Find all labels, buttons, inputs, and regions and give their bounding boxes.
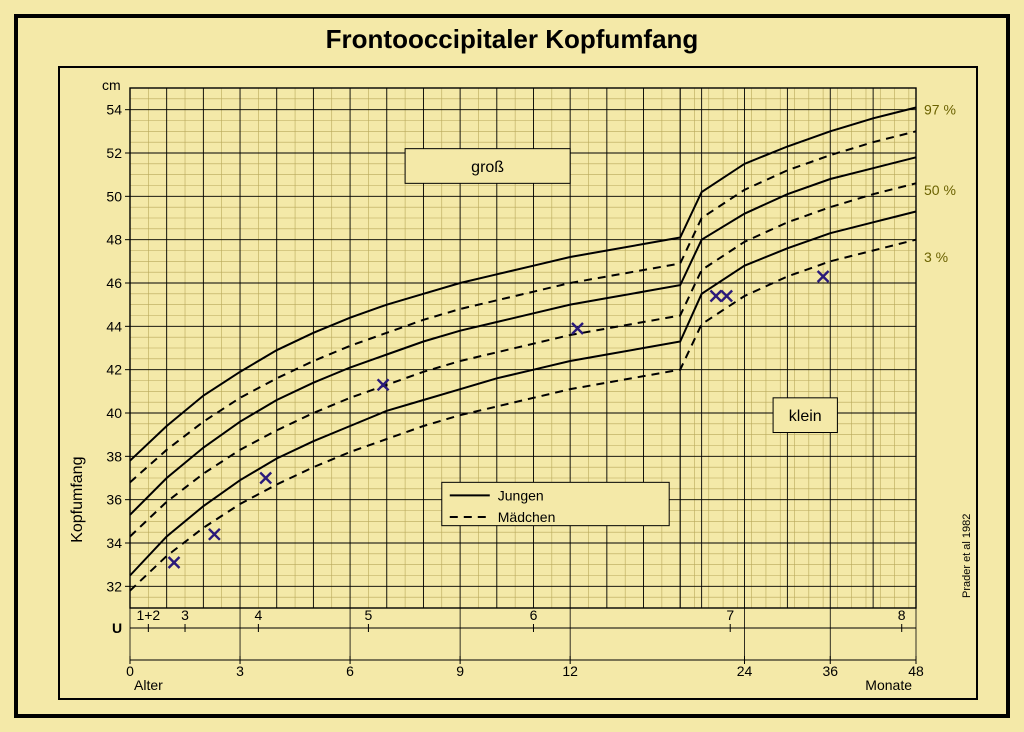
chart-title: Frontooccipitaler Kopfumfang <box>18 24 1006 55</box>
monate-tick-label: 0 <box>126 663 134 679</box>
growth-chart: 323436384042444648505254cmKopfumfangU1+2… <box>60 68 976 698</box>
y-tick-label: 42 <box>106 362 122 378</box>
x-unit-label: Alter <box>134 677 163 693</box>
klein-label: klein <box>789 408 822 425</box>
percentile-label: 3 % <box>924 249 948 265</box>
u-tick-label: 4 <box>254 607 262 623</box>
legend-item-label: Jungen <box>498 487 544 503</box>
u-tick-label: 8 <box>898 607 906 623</box>
y-tick-label: 46 <box>106 275 122 291</box>
legend-item-label: Mädchen <box>498 509 556 525</box>
y-tick-label: 54 <box>106 102 122 118</box>
y-tick-label: 36 <box>106 492 122 508</box>
monate-tick-label: 12 <box>562 663 578 679</box>
y-axis-title: Kopfumfang <box>69 457 86 543</box>
monate-label: Monate <box>865 677 912 693</box>
y-tick-label: 32 <box>106 578 122 594</box>
y-unit-label: cm <box>102 77 121 93</box>
y-tick-label: 40 <box>106 405 122 421</box>
y-tick-label: 34 <box>106 535 122 551</box>
gross-label: groß <box>471 159 504 176</box>
u-tick-label: 7 <box>726 607 734 623</box>
percentile-label: 50 % <box>924 182 956 198</box>
monate-tick-label: 3 <box>236 663 244 679</box>
y-tick-label: 52 <box>106 145 122 161</box>
y-tick-label: 38 <box>106 448 122 464</box>
monate-tick-label: 36 <box>822 663 838 679</box>
y-tick-label: 48 <box>106 232 122 248</box>
y-tick-label: 44 <box>106 318 122 334</box>
percentile-label: 97 % <box>924 102 956 118</box>
monate-tick-label: 6 <box>346 663 354 679</box>
u-row-label: U <box>112 620 122 636</box>
y-tick-label: 50 <box>106 188 122 204</box>
monate-tick-label: 24 <box>737 663 753 679</box>
u-tick-label: 6 <box>530 607 538 623</box>
legend-box <box>442 482 669 525</box>
u-tick-label: 1+2 <box>136 607 160 623</box>
u-tick-label: 3 <box>181 607 189 623</box>
monate-tick-label: 9 <box>456 663 464 679</box>
attribution: Prader et al 1982 <box>961 514 973 598</box>
u-tick-label: 5 <box>365 607 373 623</box>
